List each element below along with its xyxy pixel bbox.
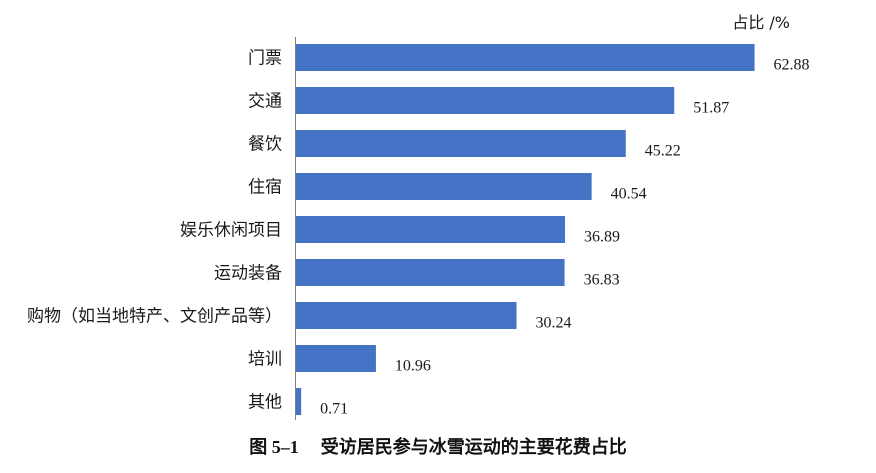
- category-label-1: 门票: [248, 49, 282, 69]
- bar-7: [296, 302, 517, 329]
- bar-2: [296, 87, 675, 114]
- unit-label: 占比 /%: [732, 13, 790, 32]
- value-label-6: 36.83: [584, 272, 620, 289]
- bar-9: [296, 388, 302, 415]
- bar-5: [296, 216, 566, 243]
- category-label-6: 运动装备: [214, 264, 282, 284]
- category-label-9: 其他: [248, 393, 282, 413]
- value-label-7: 30.24: [536, 315, 572, 332]
- bar-8: [296, 345, 376, 372]
- figure-number: 图 5–1: [249, 437, 299, 457]
- figure-caption: 图 5–1 受访居民参与冰雪运动的主要花费占比: [0, 433, 876, 459]
- category-label-4: 住宿: [248, 178, 282, 198]
- category-label-5: 娱乐休闲项目: [180, 221, 282, 241]
- bar-4: [296, 173, 592, 200]
- category-label-3: 餐饮: [248, 135, 282, 155]
- value-label-4: 40.54: [611, 186, 647, 203]
- value-label-1: 62.88: [774, 57, 810, 74]
- value-label-8: 10.96: [395, 358, 431, 375]
- value-label-5: 36.89: [584, 229, 620, 246]
- bar-6: [296, 259, 565, 286]
- bar-3: [296, 130, 626, 157]
- value-label-3: 45.22: [645, 143, 681, 160]
- category-label-8: 培训: [248, 350, 282, 370]
- figure-title: 受访居民参与冰雪运动的主要花费占比: [320, 437, 627, 458]
- value-label-9: 0.71: [320, 401, 348, 418]
- bar-1: [296, 44, 755, 71]
- category-label-2: 交通: [248, 92, 282, 112]
- category-label-7: 购物（如当地特产、文创产品等）: [27, 307, 282, 327]
- value-label-2: 51.87: [693, 100, 729, 117]
